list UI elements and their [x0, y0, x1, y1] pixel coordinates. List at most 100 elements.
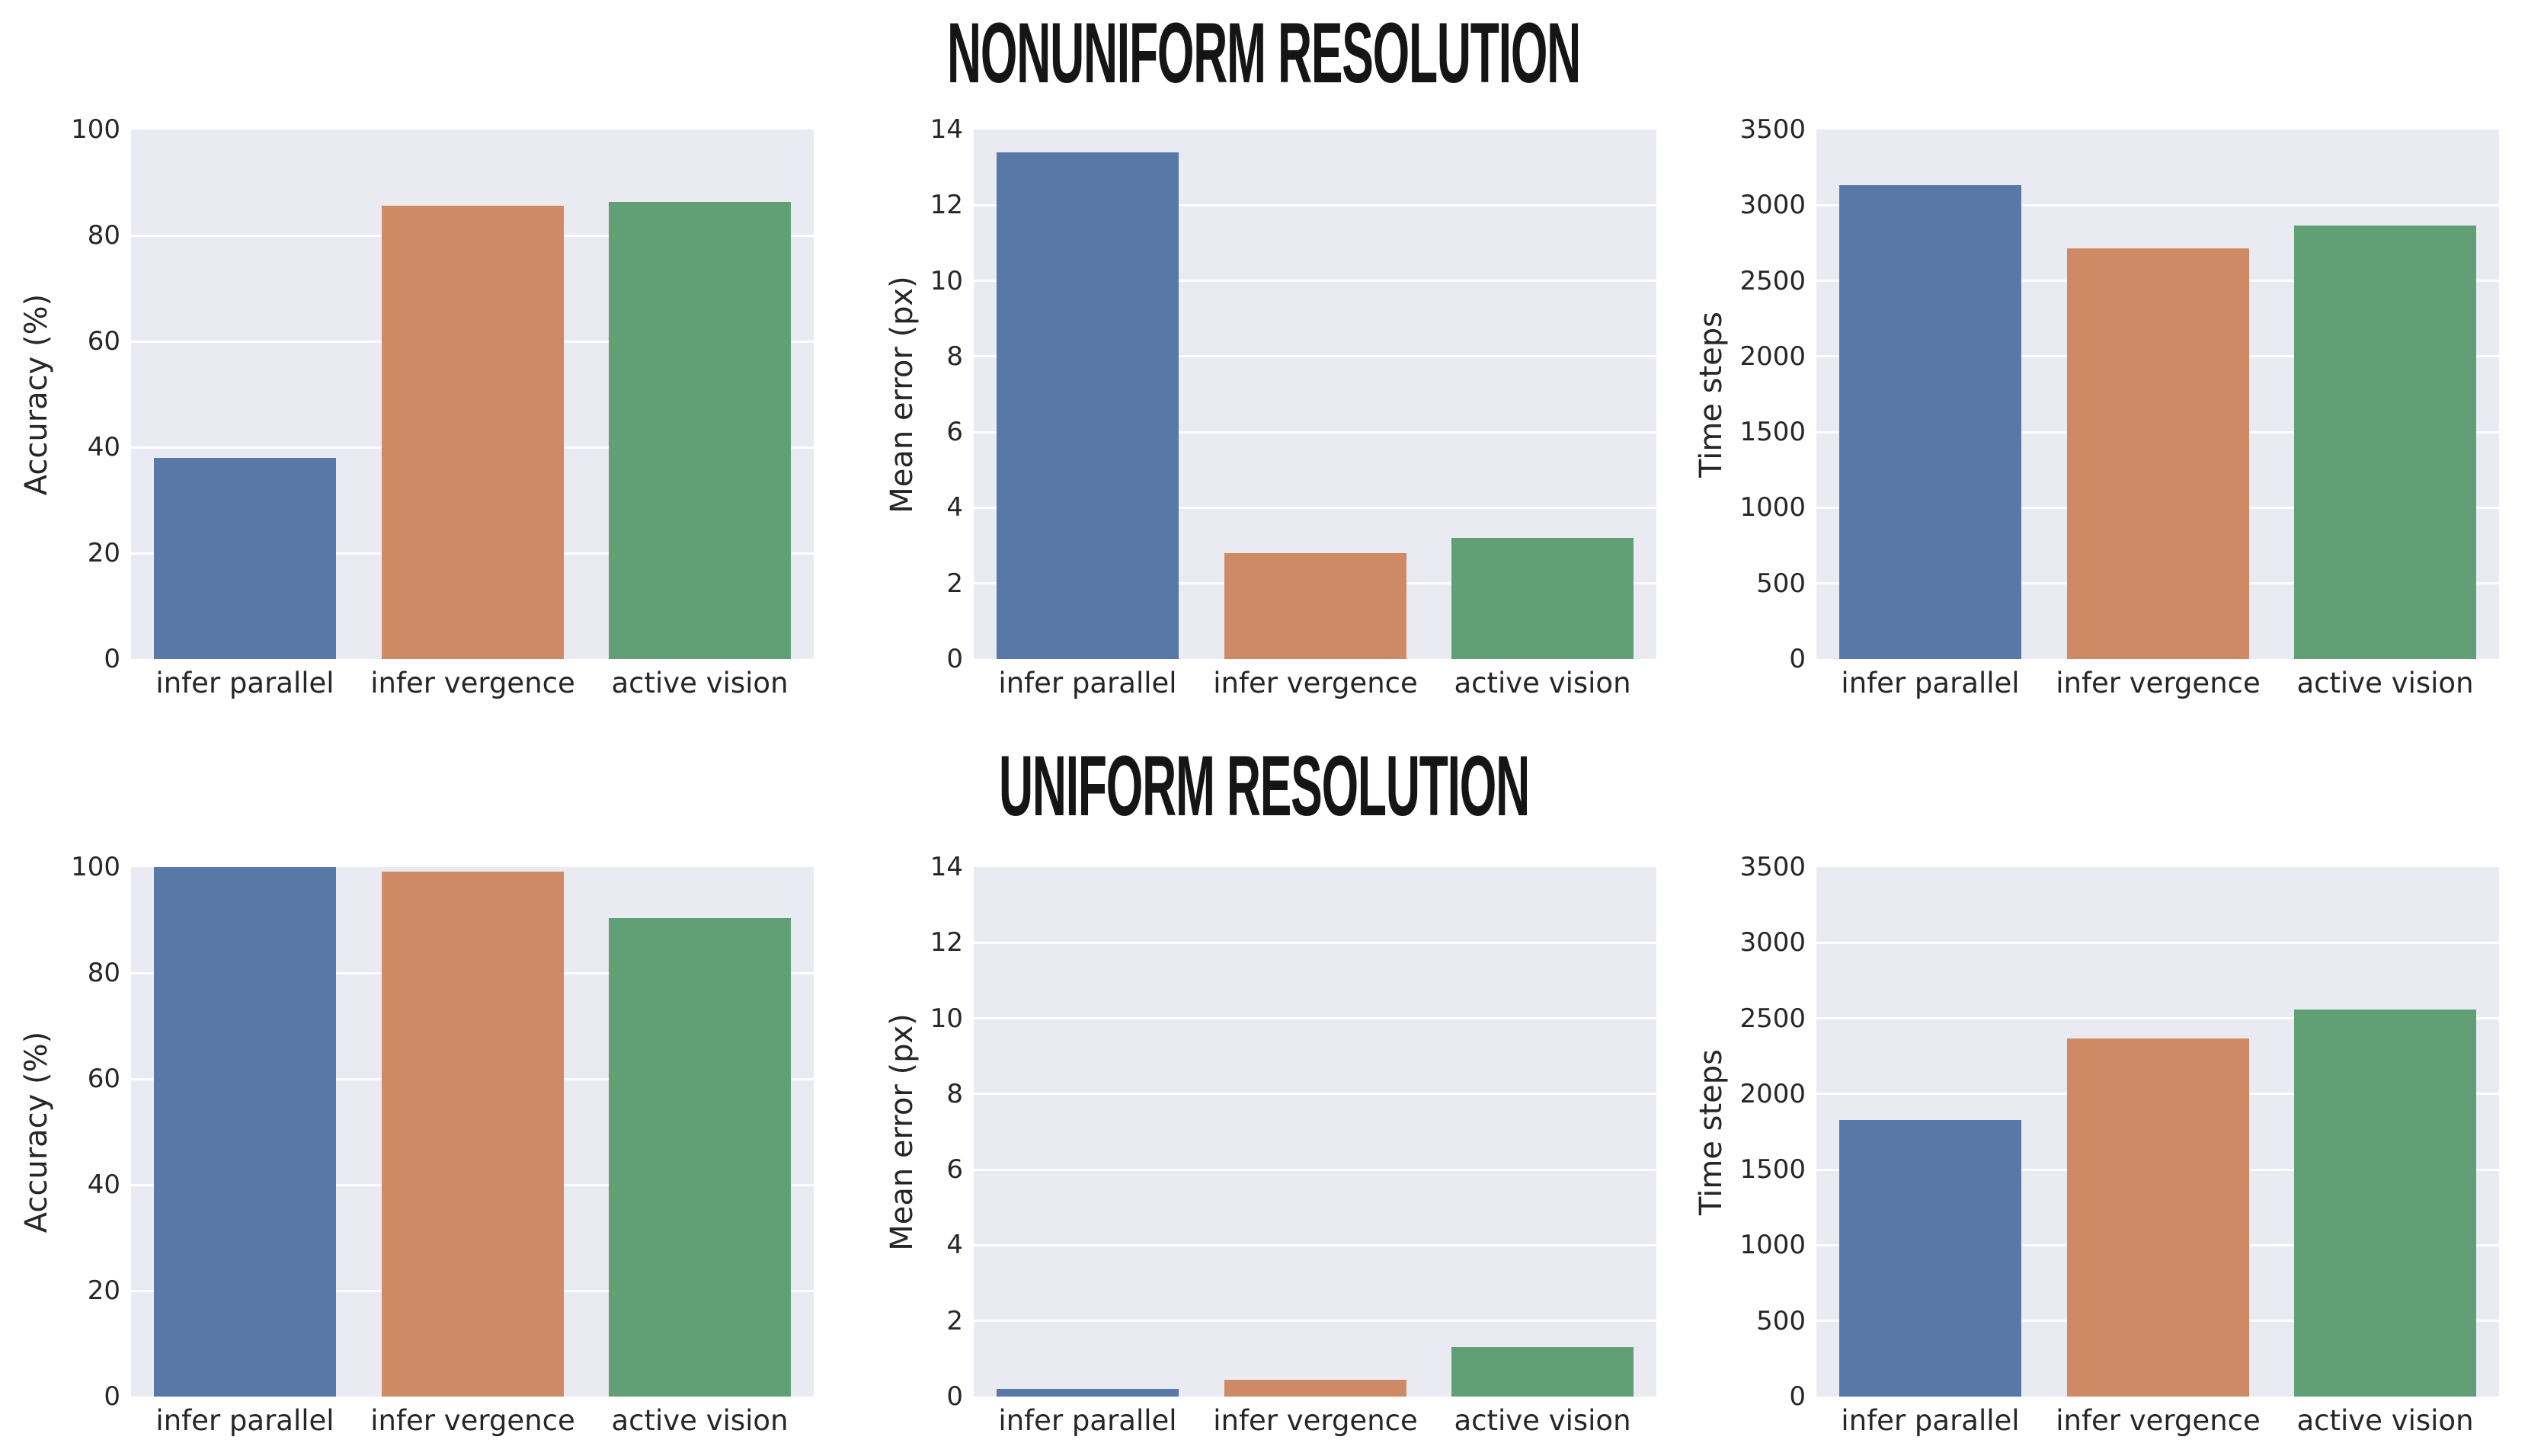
x-tick-label-infer-parallel: infer parallel [1841, 1404, 2020, 1437]
y-axis-label-accuracy-: Accuracy (%) [19, 293, 54, 496]
y-tick-label-8: 8 [946, 341, 963, 372]
y-axis-label-mean-error-px-: Mean error (px) [885, 1013, 920, 1251]
y-tick-label-10: 10 [930, 266, 963, 296]
gridline-y-12 [974, 203, 1656, 206]
y-tick-label-0: 0 [104, 644, 120, 674]
y-tick-label-1500: 1500 [1739, 417, 1806, 447]
gridline-y-6 [974, 430, 1656, 434]
y-tick-label-2: 2 [946, 1306, 963, 1336]
bar-infer-parallel [997, 1389, 1179, 1397]
y-tick-label-80: 80 [87, 220, 120, 251]
y-tick-label-12: 12 [930, 927, 963, 958]
gridline-y-4 [974, 506, 1656, 509]
gridline-y-4 [974, 1243, 1656, 1246]
y-axis-label-time-steps: Time steps [1694, 312, 1729, 478]
axes-mean-error-px- [974, 867, 1656, 1397]
y-tick-label-2500: 2500 [1739, 1003, 1806, 1034]
y-axis-label-mean-error-px-: Mean error (px) [885, 276, 920, 514]
bar-infer-vergence [382, 206, 564, 659]
y-tick-label-6: 6 [946, 417, 963, 447]
y-tick-label-60: 60 [87, 1064, 120, 1094]
row-title-nonuniform-text: NONUNIFORM RESOLUTION [947, 5, 1581, 101]
y-tick-label-4: 4 [946, 1230, 963, 1260]
gridline-y-8 [974, 1093, 1656, 1096]
y-tick-label-8: 8 [946, 1079, 963, 1109]
gridline-y-10 [974, 1017, 1656, 1020]
y-tick-label-14: 14 [930, 852, 963, 882]
subplot-uniform-resolution-accuracy-: 0 20 40 60 80 100 infer parallel infer vergence… [0, 844, 843, 1456]
bar-infer-vergence [1224, 1380, 1406, 1397]
y-tick-label-100: 100 [71, 114, 120, 145]
y-tick-label-500: 500 [1756, 568, 1806, 599]
y-tick-label-3000: 3000 [1739, 927, 1806, 958]
bar-infer-parallel [1839, 185, 2021, 659]
gridline-y-3000 [1816, 941, 2499, 944]
y-tick-label-3500: 3500 [1739, 852, 1806, 882]
y-tick-label-2000: 2000 [1739, 341, 1806, 372]
y-tick-label-40: 40 [87, 1170, 120, 1200]
bar-active-vision [1451, 1347, 1634, 1397]
y-tick-label-2500: 2500 [1739, 266, 1806, 296]
x-tick-label-infer-vergence: infer vergence [370, 1404, 575, 1437]
y-tick-label-60: 60 [87, 326, 120, 357]
bar-infer-parallel [154, 867, 336, 1397]
y-tick-label-2: 2 [946, 568, 963, 599]
x-tick-label-active-vision: active vision [1454, 1404, 1631, 1437]
bar-active-vision [2294, 226, 2476, 659]
x-tick-label-infer-parallel: infer parallel [998, 1404, 1177, 1437]
subplot-uniform-resolution-time-steps: 0 500 1000 1500 2000 2500 3000 3500 infer parall… [1685, 844, 2528, 1456]
x-tick-label-infer-parallel: infer parallel [155, 667, 334, 699]
y-tick-label-0: 0 [1789, 1381, 1806, 1412]
gridline-y-2 [974, 1320, 1656, 1323]
chart-row-uniform: 0 20 40 60 80 100 infer parallel infer vergence… [0, 844, 2528, 1456]
y-tick-label-4: 4 [946, 492, 963, 523]
bar-infer-parallel [1839, 1120, 2021, 1397]
y-tick-label-100: 100 [71, 852, 120, 882]
x-tick-label-infer-parallel: infer parallel [998, 667, 1177, 699]
y-tick-label-80: 80 [87, 958, 120, 988]
y-tick-label-40: 40 [87, 432, 120, 462]
bar-active-vision [609, 918, 791, 1397]
bar-active-vision [2294, 1010, 2476, 1397]
y-tick-label-0: 0 [946, 1381, 963, 1412]
row-title-uniform-text: UNIFORM RESOLUTION [999, 738, 1530, 834]
x-tick-label-infer-vergence: infer vergence [2056, 1404, 2261, 1437]
y-tick-label-20: 20 [87, 538, 120, 568]
x-tick-label-infer-parallel: infer parallel [1841, 667, 2020, 699]
bar-infer-vergence [2067, 248, 2249, 659]
x-tick-label-active-vision: active vision [2296, 1404, 2474, 1437]
chart-row-nonuniform: 0 20 40 60 80 100 infer parallel infer vergence… [0, 107, 2528, 728]
y-axis-label-accuracy-: Accuracy (%) [19, 1031, 54, 1234]
x-tick-label-infer-vergence: infer vergence [1213, 667, 1418, 699]
y-tick-label-500: 500 [1756, 1306, 1806, 1336]
y-tick-label-1000: 1000 [1739, 492, 1806, 523]
gridline-y-3000 [1816, 203, 2499, 206]
gridline-y-8 [974, 355, 1656, 358]
axes-accuracy- [131, 867, 814, 1397]
gridline-y-12 [974, 941, 1656, 944]
x-tick-label-active-vision: active vision [2296, 667, 2474, 699]
axes-time-steps [1816, 867, 2499, 1397]
bar-infer-parallel [154, 458, 336, 659]
bar-infer-vergence [2067, 1038, 2249, 1397]
y-tick-label-6: 6 [946, 1154, 963, 1185]
x-tick-label-infer-vergence: infer vergence [1213, 1404, 1418, 1437]
row-title-nonuniform: NONUNIFORM RESOLUTION [0, 0, 2528, 107]
bar-infer-parallel [997, 152, 1179, 659]
axes-accuracy- [131, 130, 814, 659]
y-tick-label-10: 10 [930, 1003, 963, 1034]
y-tick-label-1000: 1000 [1739, 1230, 1806, 1260]
subplot-uniform-resolution-mean-error-px-: 0 2 4 6 8 10 12 14 infer parallel infer vergence a… [843, 844, 1685, 1456]
bar-active-vision [1451, 538, 1634, 659]
subplot-nonuniform-resolution-accuracy-: 0 20 40 60 80 100 infer parallel infer vergence… [0, 107, 843, 728]
x-tick-label-infer-vergence: infer vergence [2056, 667, 2261, 699]
x-tick-label-active-vision: active vision [611, 1404, 789, 1437]
x-tick-label-active-vision: active vision [1454, 667, 1631, 699]
bar-infer-vergence [1224, 553, 1406, 659]
y-tick-label-14: 14 [930, 114, 963, 145]
gridline-y-10 [974, 280, 1656, 283]
y-tick-label-12: 12 [930, 190, 963, 220]
subplot-nonuniform-resolution-time-steps: 0 500 1000 1500 2000 2500 3000 3500 infer parall… [1685, 107, 2528, 728]
gridline-y-2500 [1816, 1017, 2499, 1020]
y-tick-label-1500: 1500 [1739, 1154, 1806, 1185]
